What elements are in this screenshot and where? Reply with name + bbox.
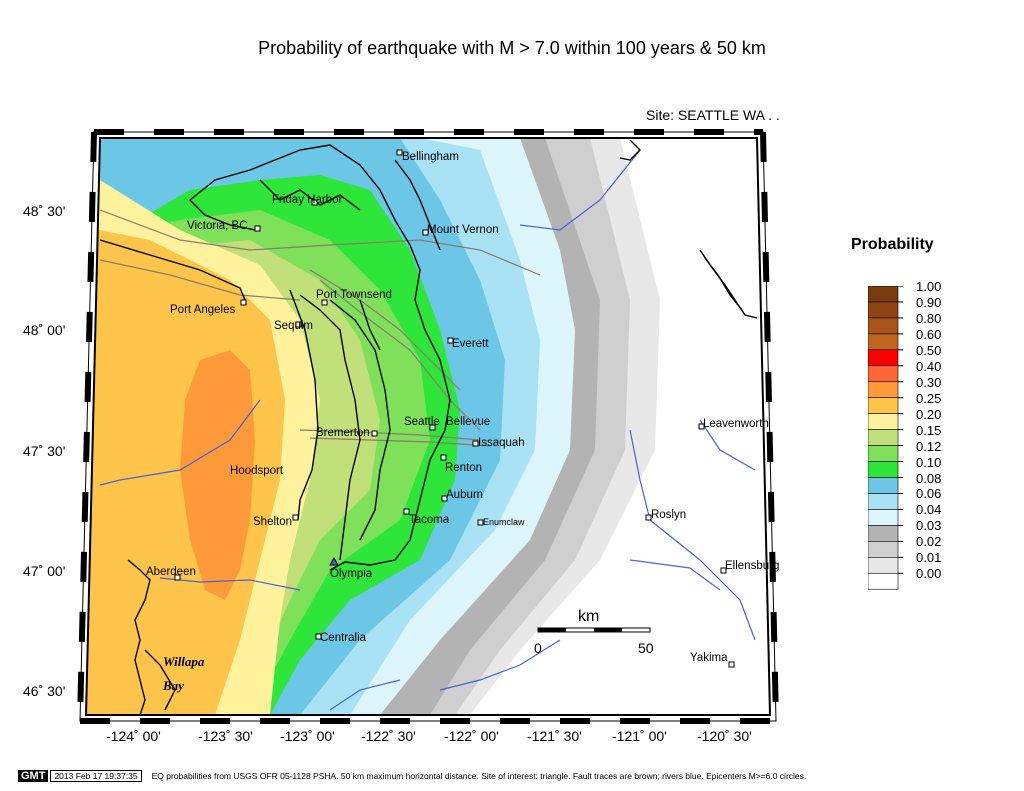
legend-label: 0.00 — [916, 566, 942, 582]
longitude-tick: -124˚ 00' — [106, 728, 161, 744]
city-markers — [174, 149, 735, 668]
legend-swatch — [868, 397, 899, 414]
longitude-tick: -123˚ 30' — [198, 728, 253, 744]
legend-swatch — [868, 509, 899, 526]
city-label: Victoria, BC — [187, 220, 248, 232]
map-frame — [77, 129, 779, 724]
scale-bar — [537, 627, 651, 633]
legend-swatch — [868, 333, 899, 351]
legend-label: 0.60 — [916, 326, 942, 342]
scale-bar-unit: km — [578, 608, 600, 625]
city-label: Auburn — [446, 489, 483, 501]
legend-label: 0.03 — [916, 518, 942, 534]
city-label: Friday Harbor — [272, 194, 342, 206]
city-label: Enumclaw — [483, 517, 525, 527]
legend-swatch — [868, 461, 899, 478]
legend-label: 0.40 — [916, 358, 942, 374]
city-label: Tacoma — [409, 514, 450, 526]
legend-swatch — [868, 317, 899, 335]
fault-traces — [99, 209, 541, 447]
legend-label: 0.50 — [916, 342, 942, 358]
legend-label: 0.08 — [916, 470, 942, 486]
city-label: Bellingham — [402, 151, 459, 163]
legend-swatch — [868, 557, 899, 574]
legend-label: 0.02 — [916, 534, 942, 550]
city-label: Mount Vernon — [427, 224, 499, 236]
latitude-tick: 47˚ 30' — [23, 443, 66, 459]
longitude-tick: -121˚ 00' — [612, 728, 667, 744]
map-title: Probability of earthquake with M > 7.0 w… — [258, 38, 766, 58]
city-label: Shelton — [253, 516, 292, 528]
city-label: Port Angeles — [170, 304, 235, 316]
city-label: Yakima — [690, 652, 728, 664]
legend-swatch — [868, 572, 899, 590]
legend-swatch — [868, 541, 899, 558]
legend-colorbar — [868, 286, 903, 590]
legend-swatch — [868, 413, 899, 430]
legend-label: 0.30 — [916, 374, 942, 390]
legend-swatch — [868, 381, 899, 399]
scale-bar-start: 0 — [534, 640, 542, 656]
city-label: Bellevue — [446, 416, 490, 428]
latitude-tick: 47˚ 00' — [23, 563, 66, 579]
longitude-tick: -120˚ 30' — [697, 728, 752, 744]
city-label: Leavenworth — [703, 418, 769, 430]
legend-label: 0.90 — [916, 294, 942, 310]
city-label: Roslyn — [651, 509, 686, 521]
city-label: Centralia — [320, 632, 367, 644]
legend-swatch — [868, 365, 899, 383]
legend-label: 0.06 — [916, 486, 942, 502]
latitude-tick: 48˚ 30' — [23, 203, 66, 219]
city-label: Sequim — [274, 320, 313, 332]
legend-swatch — [868, 525, 899, 542]
legend-label: 0.04 — [916, 502, 942, 518]
coastlines — [99, 139, 758, 715]
city-label: Ellensburg — [725, 560, 779, 572]
legend-swatch — [868, 286, 899, 303]
rivers — [99, 149, 756, 711]
legend-label: 1.00 — [916, 279, 942, 294]
longitude-tick: -122˚ 00' — [444, 728, 499, 744]
legend-label: 0.20 — [916, 406, 942, 422]
footer: GMT 2013 Feb 17 19:37:35 EQ probabilities … — [18, 770, 806, 782]
legend-label: 0.10 — [916, 454, 942, 470]
city-labels: Bellingham Friday Harbor Victoria, BC Mo… — [146, 151, 779, 693]
city-label: Aberdeen — [146, 566, 196, 578]
caption: EQ probabilities from USGS OFR 05-1128 P… — [151, 771, 807, 781]
legend-label: 0.25 — [916, 390, 942, 406]
legend-swatch — [868, 349, 899, 367]
gmt-logo: GMT — [18, 770, 49, 782]
legend-label: 0.15 — [916, 422, 942, 438]
legend-swatch — [868, 493, 899, 510]
latitude-tick: 48˚ 00' — [23, 322, 66, 338]
longitude-tick: -121˚ 30' — [527, 728, 582, 744]
city-label: Bremerton — [316, 427, 370, 439]
longitude-tick: -123˚ 00' — [280, 728, 335, 744]
site-label: Site: SEATTLE WA . . — [646, 107, 780, 123]
place-label: Willapa — [163, 654, 205, 669]
legend-title: Probability — [851, 236, 934, 253]
timestamp: 2013 Feb 17 19:37:35 — [50, 770, 142, 782]
legend-swatch — [868, 429, 899, 446]
city-label: Renton — [445, 462, 482, 474]
latitude-tick: 46˚ 30' — [23, 683, 66, 699]
place-label: Bay — [162, 678, 184, 693]
legend-swatch — [868, 445, 899, 462]
city-label: Everett — [452, 338, 489, 350]
city-label: Port Townsend — [316, 289, 392, 301]
longitude-tick: -122˚ 30' — [361, 728, 416, 744]
city-label: Seattle — [404, 416, 440, 428]
scale-bar-end: 50 — [638, 640, 654, 656]
legend-label: 0.80 — [916, 310, 942, 326]
city-label: Issaquah — [478, 437, 525, 449]
legend-swatch — [868, 301, 899, 319]
legend-swatch — [868, 477, 899, 494]
city-label: Olympia — [330, 568, 373, 580]
city-label: Hoodsport — [230, 465, 284, 477]
legend-label: 0.12 — [916, 438, 942, 454]
legend-label: 0.01 — [916, 550, 942, 566]
